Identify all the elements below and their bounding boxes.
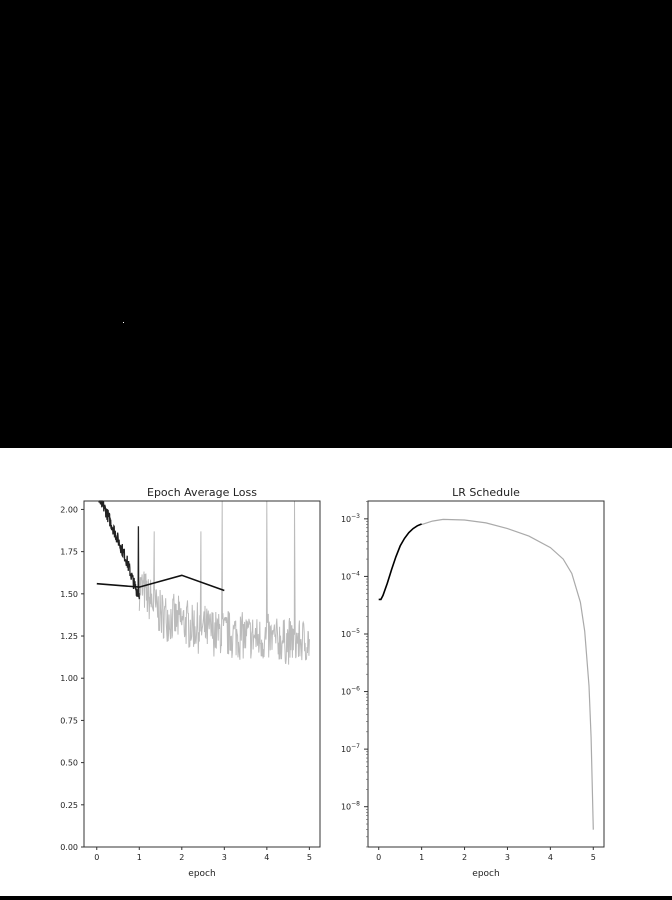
lr-x-axis-label: epoch (472, 869, 499, 879)
chart-figure: Epoch Average Loss 0 1 2 3 4 5 0.00 0.25 0.50 0.7… (0, 448, 672, 896)
loss-y-tick-label: 1.00 (60, 674, 78, 683)
loss-x-tick-label: 0 (94, 853, 99, 862)
loss-y-tick-label: 0.50 (60, 759, 78, 768)
loss-y-tick-label: 1.75 (60, 548, 78, 557)
lr-ticks: 0 1 2 3 4 5 10−3 10−4 10−5 10−6 10−7 10−8 (341, 501, 596, 862)
loss-series-group (96, 500, 310, 665)
loss-y-tick-label: 1.25 (60, 632, 78, 641)
lr-series-elapsed (378, 523, 422, 601)
loss-x-axis-label: epoch (188, 869, 215, 879)
loss-y-tick-label: 0.00 (60, 843, 78, 852)
lr-x-tick-label: 2 (462, 853, 467, 862)
blank-black-panel (0, 0, 672, 448)
loss-y-tick-label: 0.25 (60, 801, 78, 810)
loss-axes-frame (83, 500, 321, 848)
loss-x-tick-label: 4 (264, 853, 269, 862)
lr-x-tick-label: 0 (376, 853, 381, 862)
loss-ticks: 0 1 2 3 4 5 0.00 0.25 0.50 0.75 1.00 1.25 1.50 1.75 2.… (60, 505, 312, 862)
lr-axes-frame (367, 500, 605, 848)
loss-x-tick-label: 5 (307, 853, 312, 862)
loss-chart-title: Epoch Average Loss (147, 486, 257, 499)
lr-x-tick-label: 1 (419, 853, 424, 862)
lr-y-tick-label: 10−6 (341, 686, 360, 697)
lr-y-tick-label: 10−7 (341, 743, 360, 754)
loss-x-tick-label: 3 (222, 853, 227, 862)
loss-y-tick-label: 0.75 (60, 716, 78, 725)
lr-series-future (421, 518, 594, 830)
loss-chart: Epoch Average Loss 0 1 2 3 4 5 0.00 0.25 0.50 0.7… (60, 486, 321, 879)
loss-series-epoch-average (96, 574, 225, 592)
lr-y-tick-label: 10−5 (341, 628, 360, 639)
lr-x-tick-label: 5 (591, 853, 596, 862)
loss-y-tick-label: 2.00 (60, 505, 78, 514)
loss-series-early (98, 500, 140, 600)
lr-y-tick-label: 10−3 (341, 513, 360, 524)
lr-y-tick-label: 10−4 (341, 570, 360, 581)
lr-x-tick-label: 3 (505, 853, 510, 862)
lr-x-tick-label: 4 (548, 853, 553, 862)
loss-y-tick-label: 1.50 (60, 590, 78, 599)
figure-svg: Epoch Average Loss 0 1 2 3 4 5 0.00 0.25 0.50 0.7… (60, 486, 605, 879)
lr-chart-title: LR Schedule (452, 486, 520, 499)
loss-series-smoothed (138, 500, 310, 665)
loss-x-tick-label: 1 (137, 853, 142, 862)
loss-x-tick-label: 2 (179, 853, 184, 862)
lr-chart: LR Schedule 0 1 2 3 4 5 10−3 10−4 10−5 10−6 10−7 10… (341, 486, 605, 879)
stray-pixel (123, 322, 124, 323)
lr-series-group (378, 518, 594, 830)
lr-y-tick-label: 10−8 (341, 801, 360, 812)
